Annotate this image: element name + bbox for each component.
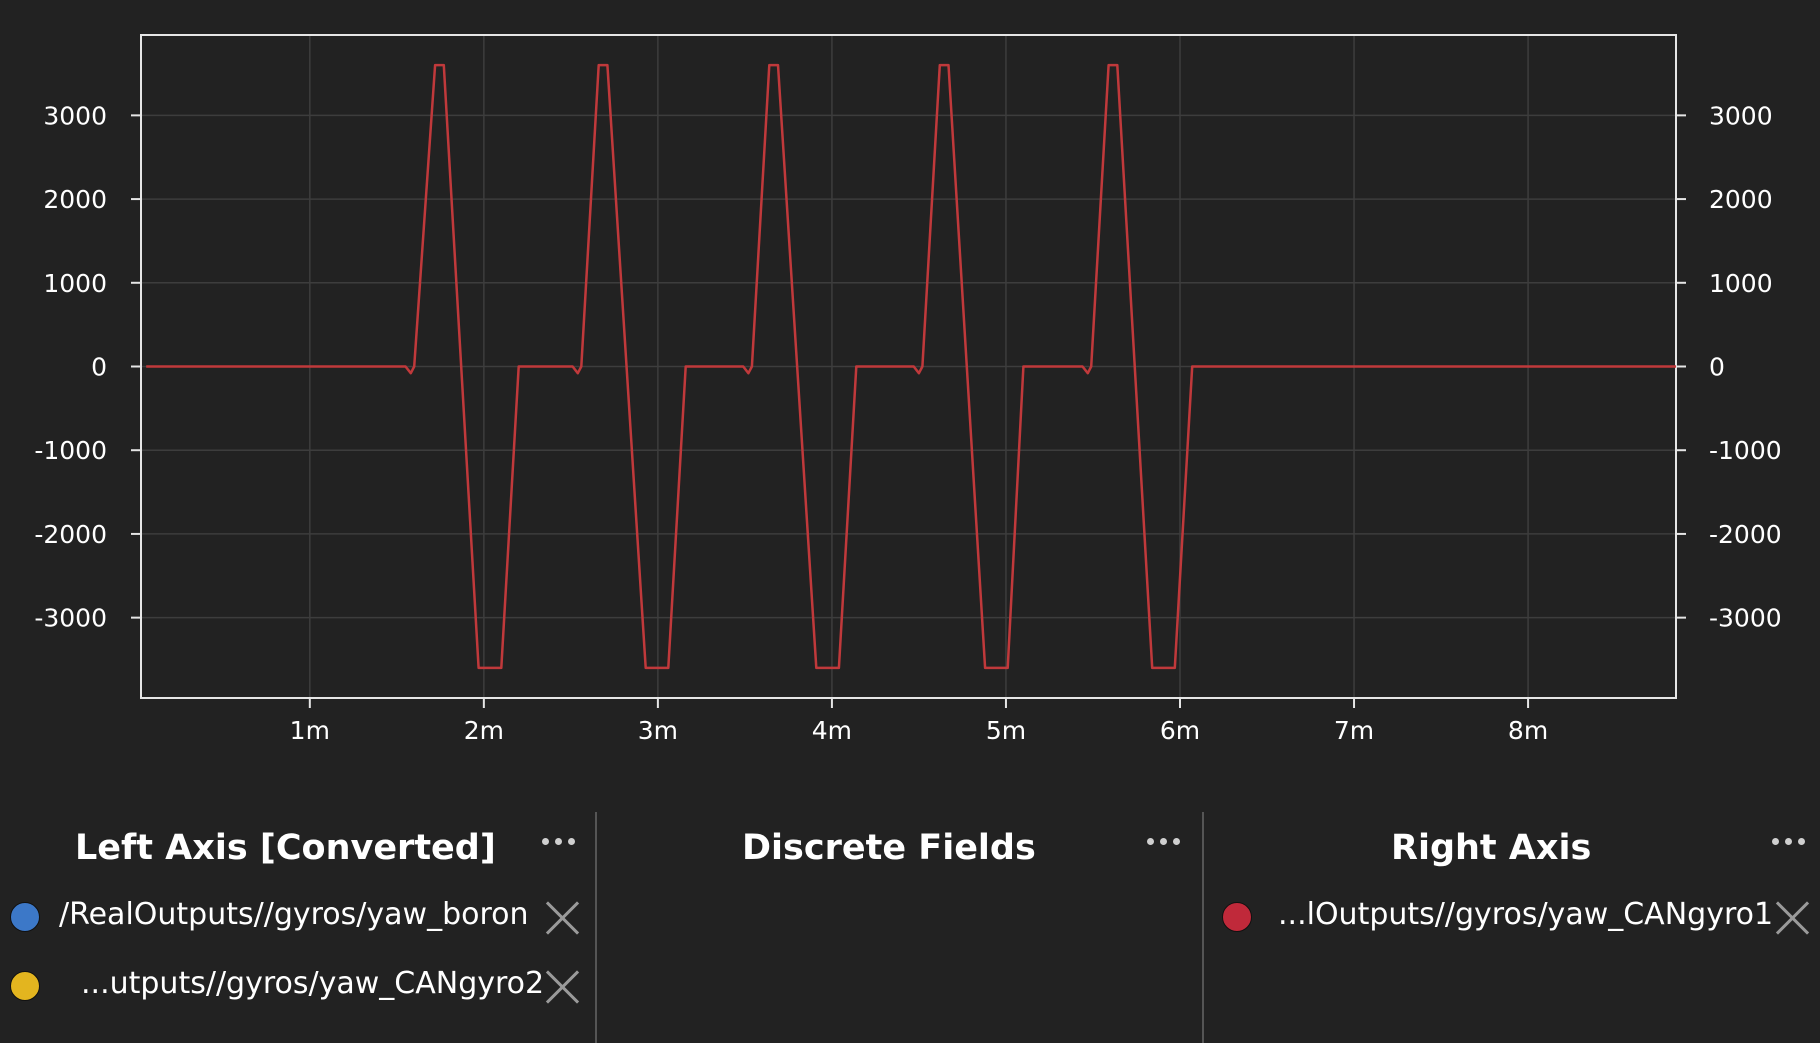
right-y-tick-label: -3000 bbox=[1709, 604, 1782, 633]
field-row: ...lOutputs//gyros/yaw_CANgyro1 bbox=[1204, 889, 1820, 945]
field-name[interactable]: ...lOutputs//gyros/yaw_CANgyro1 bbox=[1278, 897, 1774, 932]
field-color-dot[interactable] bbox=[10, 902, 40, 932]
right-y-tick-label: -1000 bbox=[1709, 436, 1782, 465]
x-tick-label: 1m bbox=[290, 716, 330, 745]
remove-field-icon[interactable] bbox=[544, 899, 580, 935]
right-y-tick-label: 3000 bbox=[1709, 101, 1773, 130]
left-axis-menu-icon[interactable] bbox=[538, 834, 579, 849]
x-tick-label: 7m bbox=[1334, 716, 1374, 745]
remove-field-icon[interactable] bbox=[544, 968, 580, 1004]
panel-divider[interactable] bbox=[595, 812, 597, 1043]
x-tick-label: 3m bbox=[638, 716, 678, 745]
right-axis-title: Right Axis bbox=[1391, 828, 1592, 868]
field-name[interactable]: ...utputs//gyros/yaw_CANgyro2 bbox=[81, 966, 545, 1001]
field-row: /RealOutputs//gyros/yaw_boron bbox=[0, 889, 596, 945]
right-axis-panel: Right Axis ...lOutputs//gyros/yaw_CANgyr… bbox=[1204, 812, 1820, 1043]
line-chart[interactable]: 3000 2000 1000 0 -1000 -2000 -3000 3000 2000 1000… bbox=[0, 0, 1820, 790]
axis-legend-area: Left Axis [Converted] /RealOutputs//gyro… bbox=[0, 812, 1820, 1043]
x-tick-label: 4m bbox=[812, 716, 852, 745]
left-y-tick-label: -3000 bbox=[34, 604, 107, 633]
discrete-fields-panel: Discrete Fields bbox=[597, 812, 1203, 1043]
field-name[interactable]: /RealOutputs//gyros/yaw_boron bbox=[59, 897, 529, 932]
left-y-tick-label: -2000 bbox=[34, 520, 107, 549]
left-axis-title: Left Axis [Converted] bbox=[75, 828, 496, 868]
x-tick-label: 8m bbox=[1508, 716, 1548, 745]
right-axis-menu-icon[interactable] bbox=[1768, 834, 1809, 849]
left-y-tick-label: 2000 bbox=[43, 185, 107, 214]
right-y-tick-label: 1000 bbox=[1709, 269, 1773, 298]
left-y-tick-label: -1000 bbox=[34, 436, 107, 465]
discrete-fields-title: Discrete Fields bbox=[742, 828, 1036, 868]
discrete-fields-menu-icon[interactable] bbox=[1143, 834, 1184, 849]
right-y-tick-label: 0 bbox=[1709, 353, 1725, 382]
series-line-yaw-cangyro1[interactable] bbox=[146, 63, 1676, 670]
right-y-tick-label: 2000 bbox=[1709, 185, 1773, 214]
field-color-dot[interactable] bbox=[10, 971, 40, 1001]
left-y-tick-label: 0 bbox=[91, 353, 107, 382]
panel-divider[interactable] bbox=[1202, 812, 1204, 1043]
right-y-tick-label: -2000 bbox=[1709, 520, 1782, 549]
left-axis-panel: Left Axis [Converted] /RealOutputs//gyro… bbox=[0, 812, 596, 1043]
x-tick-label: 6m bbox=[1160, 716, 1200, 745]
x-tick-label: 2m bbox=[464, 716, 504, 745]
left-y-tick-label: 3000 bbox=[43, 101, 107, 130]
x-tick-label: 5m bbox=[986, 716, 1026, 745]
field-color-dot[interactable] bbox=[1222, 902, 1252, 932]
left-y-tick-label: 1000 bbox=[43, 269, 107, 298]
field-row: ...utputs//gyros/yaw_CANgyro2 bbox=[0, 958, 596, 1014]
remove-field-icon[interactable] bbox=[1774, 899, 1810, 935]
